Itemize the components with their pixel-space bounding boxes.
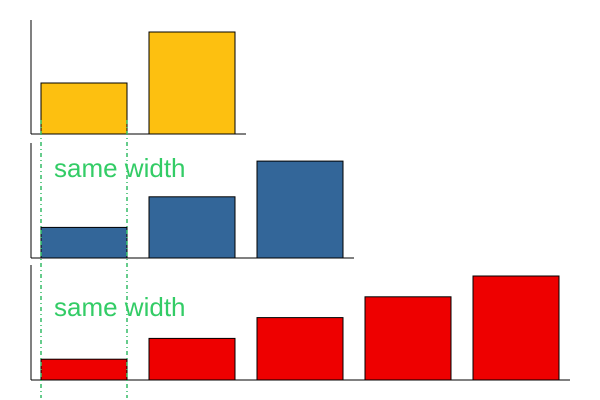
bar-panel-1 xyxy=(30,20,246,135)
bar-3-2 xyxy=(148,337,236,381)
same-width-annotation-1: same width xyxy=(54,153,186,183)
bar-3-1 xyxy=(40,358,128,381)
bar-1-2 xyxy=(148,31,236,135)
bar-1-1 xyxy=(40,82,128,135)
bar-3-3 xyxy=(256,317,344,381)
bar-panel-2 xyxy=(30,143,354,259)
bar-3-4 xyxy=(364,296,452,381)
bar-2-2 xyxy=(148,196,236,259)
bar-2-1 xyxy=(40,226,128,259)
bar-panel-3 xyxy=(30,265,570,381)
bar-2-3 xyxy=(256,160,344,259)
same-width-annotation-2: same width xyxy=(54,292,186,322)
bar-3-5 xyxy=(472,275,560,381)
